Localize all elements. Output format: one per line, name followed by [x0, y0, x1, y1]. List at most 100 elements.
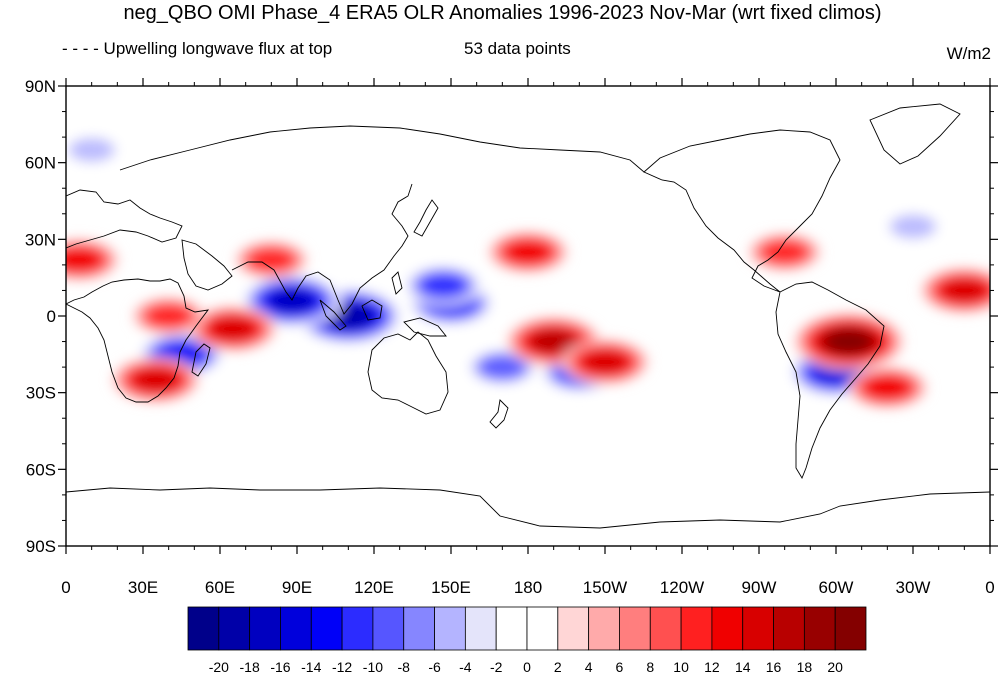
anomaly-blob — [942, 279, 987, 302]
x-tick-label: 60E — [205, 578, 235, 597]
colorbar-label: 10 — [673, 659, 689, 675]
y-tick-label: 30S — [26, 384, 56, 403]
anomaly-blob — [249, 248, 294, 271]
coastlines — [66, 103, 990, 529]
colorbar-label: 2 — [554, 659, 562, 675]
colorbar-swatch — [588, 606, 620, 651]
anomaly-blob — [506, 241, 550, 264]
colorbar-label: -20 — [209, 659, 229, 675]
y-tick-label: 90S — [26, 537, 56, 556]
colorbar-swatch — [218, 606, 251, 651]
y-tick-label: 90N — [25, 77, 56, 96]
x-tick-label: 30W — [896, 578, 931, 597]
colorbar: -20 -18 -16 -14 -12 -10 -8 -6 -4 -2 0 2 4 6 8 10 12 14 16 1… — [187, 606, 867, 675]
colorbar-label: 16 — [766, 659, 782, 675]
plot-title: neg_QBO OMI Phase_4 ERA5 OLR Anomalies 1… — [123, 2, 882, 24]
colorbar-swatch — [434, 606, 466, 651]
colorbar-label: 12 — [704, 659, 720, 675]
colorbar-label: -16 — [270, 659, 290, 675]
colorbar-label: 0 — [523, 659, 531, 675]
y-tick-label: 0 — [47, 307, 56, 326]
colorbar-swatch — [773, 606, 805, 651]
colorbar-swatch — [526, 606, 559, 651]
axis-ticks: 90N 60N 30N 0 30S 60S 90S 0 30E 60E 90E 120E 150E 180… — [25, 77, 998, 597]
anomaly-blob — [66, 248, 101, 271]
x-tick-label: 120W — [660, 578, 704, 597]
coastline-north-asia — [119, 125, 645, 173]
y-tick-label: 30N — [25, 230, 56, 249]
coastline-madagascar — [191, 343, 211, 377]
anomaly-blob — [69, 138, 114, 161]
coastline-borneo — [361, 299, 383, 321]
colorbar-swatch — [310, 606, 343, 651]
x-tick-label: 120E — [354, 578, 394, 597]
colorbar-swatch — [403, 606, 435, 651]
coastline-south-america — [775, 281, 885, 480]
x-tick-label: 180 — [514, 578, 542, 597]
colorbar-label: -10 — [363, 659, 383, 675]
coastline-australia — [367, 331, 449, 415]
colorbar-label: -6 — [428, 659, 441, 675]
x-tick-label: 60W — [819, 578, 854, 597]
colorbar-swatch — [187, 606, 220, 651]
anomaly-blob — [583, 351, 627, 373]
anomaly-blob — [827, 330, 871, 353]
colorbar-swatch — [834, 606, 867, 651]
colorbar-label: 20 — [827, 659, 843, 675]
subtitle-center: 53 data points — [464, 39, 571, 58]
colorbar-swatch — [803, 606, 836, 651]
coastline-north-america — [643, 129, 841, 293]
colorbar-label: -18 — [240, 659, 260, 675]
coastline-sumatra — [319, 299, 347, 331]
colorbar-swatch — [341, 606, 374, 651]
units-label: W/m2 — [946, 44, 991, 63]
coastline-greenland — [869, 103, 961, 165]
anomaly-blob — [891, 215, 935, 238]
colorbar-swatch — [649, 606, 682, 651]
colorbar-swatch — [372, 606, 405, 651]
colorbar-label: -2 — [490, 659, 503, 675]
x-tick-label: 90E — [282, 578, 312, 597]
anomaly-blob — [146, 305, 191, 327]
x-tick-label: 0 — [985, 578, 994, 597]
colorbar-label: 6 — [616, 659, 624, 675]
colorbar-label: 14 — [735, 659, 751, 675]
anomaly-blob — [421, 274, 465, 297]
anomaly-blob — [531, 330, 576, 353]
colorbar-swatch — [619, 606, 651, 651]
colorbar-swatch — [495, 606, 528, 651]
y-tick-label: 60N — [25, 154, 56, 173]
coastline-new-guinea — [403, 317, 447, 337]
coastline-arabia — [181, 239, 233, 291]
colorbar-label: 4 — [585, 659, 593, 675]
coastline-new-zealand — [489, 399, 509, 429]
anomaly-field — [66, 134, 990, 409]
colorbar-swatch — [711, 606, 744, 651]
coastline-europe — [66, 189, 183, 249]
colorbar-label: 18 — [797, 659, 813, 675]
coastline-south-asia — [231, 183, 413, 315]
coastline-africa — [66, 278, 210, 403]
x-tick-label: 0 — [61, 578, 70, 597]
colorbar-label: -4 — [459, 659, 472, 675]
colorbar-swatch — [742, 606, 774, 651]
coastline-philippines — [391, 271, 403, 295]
colorbar-swatch — [249, 606, 281, 651]
x-tick-label: 150W — [583, 578, 627, 597]
anomaly-blob — [480, 356, 525, 379]
colorbar-label: -14 — [301, 659, 321, 675]
colorbar-label: -12 — [332, 659, 352, 675]
x-tick-label: 150E — [431, 578, 471, 597]
anomaly-blob — [270, 289, 314, 312]
anomaly-blob — [762, 241, 807, 264]
colorbar-swatch — [280, 606, 312, 651]
colorbar-swatch — [680, 606, 713, 651]
x-tick-label: 90W — [742, 578, 777, 597]
colorbar-label: 8 — [646, 659, 654, 675]
y-tick-label: 60S — [26, 460, 56, 479]
colorbar-swatch — [557, 606, 590, 651]
anomaly-blob — [211, 317, 255, 340]
anomaly-blob — [134, 368, 178, 391]
anomaly-blob — [865, 376, 910, 399]
x-tick-label: 30E — [128, 578, 158, 597]
